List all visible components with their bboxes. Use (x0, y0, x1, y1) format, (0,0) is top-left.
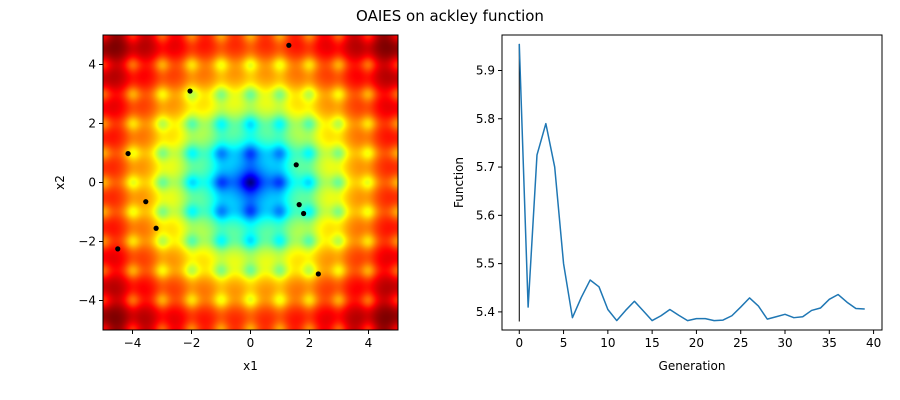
line-x-ticks: 0 5 10 15 20 25 30 35 40 (515, 330, 881, 350)
function-series-line (518, 43, 865, 322)
y-tick-label: 5.7 (476, 160, 495, 174)
sample-point (296, 202, 302, 208)
y-tick-label: 5.6 (476, 208, 495, 222)
x-tick-label: −2 (183, 336, 201, 350)
x-tick-label: 0 (247, 336, 255, 350)
line-chart: 0 5 10 15 20 25 30 35 40 5.4 5.5 5.6 5.7 5.8 5.9 Gene… (452, 34, 883, 373)
x-tick-label: −4 (124, 336, 142, 350)
figure-title: OAIES on ackley function (356, 7, 544, 25)
x-tick-label: 4 (365, 336, 373, 350)
sample-point (143, 199, 149, 205)
y-tick-label: −2 (78, 235, 96, 249)
heatmap-x-ticks: −4 −2 0 2 4 (124, 330, 373, 350)
x-tick-label: 0 (515, 336, 523, 350)
sample-point (115, 246, 121, 252)
heatmap-points (115, 42, 321, 277)
sample-point (187, 88, 193, 94)
x-tick-label: 25 (733, 336, 748, 350)
y-tick-label: 2 (88, 117, 96, 131)
heatmap-y-label: x2 (53, 175, 67, 190)
y-tick-label: 4 (88, 58, 96, 72)
x-tick-label: 30 (777, 336, 792, 350)
y-tick-label: 5.5 (476, 257, 495, 271)
x-tick-label: 5 (560, 336, 568, 350)
line-chart-series (518, 43, 865, 322)
y-tick-label: −4 (78, 294, 96, 308)
heatmap-x-label: x1 (243, 359, 258, 373)
x-tick-label: 10 (600, 336, 615, 350)
heatmap-image (103, 35, 398, 330)
y-tick-label: 5.4 (476, 305, 495, 319)
sample-point (125, 150, 131, 157)
x-tick-label: 2 (306, 336, 314, 350)
line-chart-frame (501, 34, 883, 331)
sample-point (315, 271, 321, 277)
sample-point (301, 210, 307, 217)
line-y-label: Function (452, 157, 466, 208)
sample-point (153, 225, 159, 231)
sample-point (286, 42, 292, 48)
x-tick-label: 35 (822, 336, 837, 350)
x-tick-label: 20 (689, 336, 704, 350)
y-tick-label: 5.8 (476, 112, 495, 126)
line-y-ticks: 5.4 5.5 5.6 5.7 5.8 5.9 (476, 63, 502, 319)
y-tick-label: 0 (88, 176, 96, 190)
y-tick-label: 5.9 (476, 63, 495, 77)
x-tick-label: 15 (644, 336, 659, 350)
sample-point (293, 162, 299, 168)
heatmap-y-ticks: −4 −2 0 2 4 (78, 58, 103, 308)
x-tick-label: 40 (866, 336, 881, 350)
heatmap-chart: −4 −2 0 2 4 −4 −2 0 2 4 x1 x2 (53, 34, 399, 373)
line-x-label: Generation (659, 359, 726, 373)
